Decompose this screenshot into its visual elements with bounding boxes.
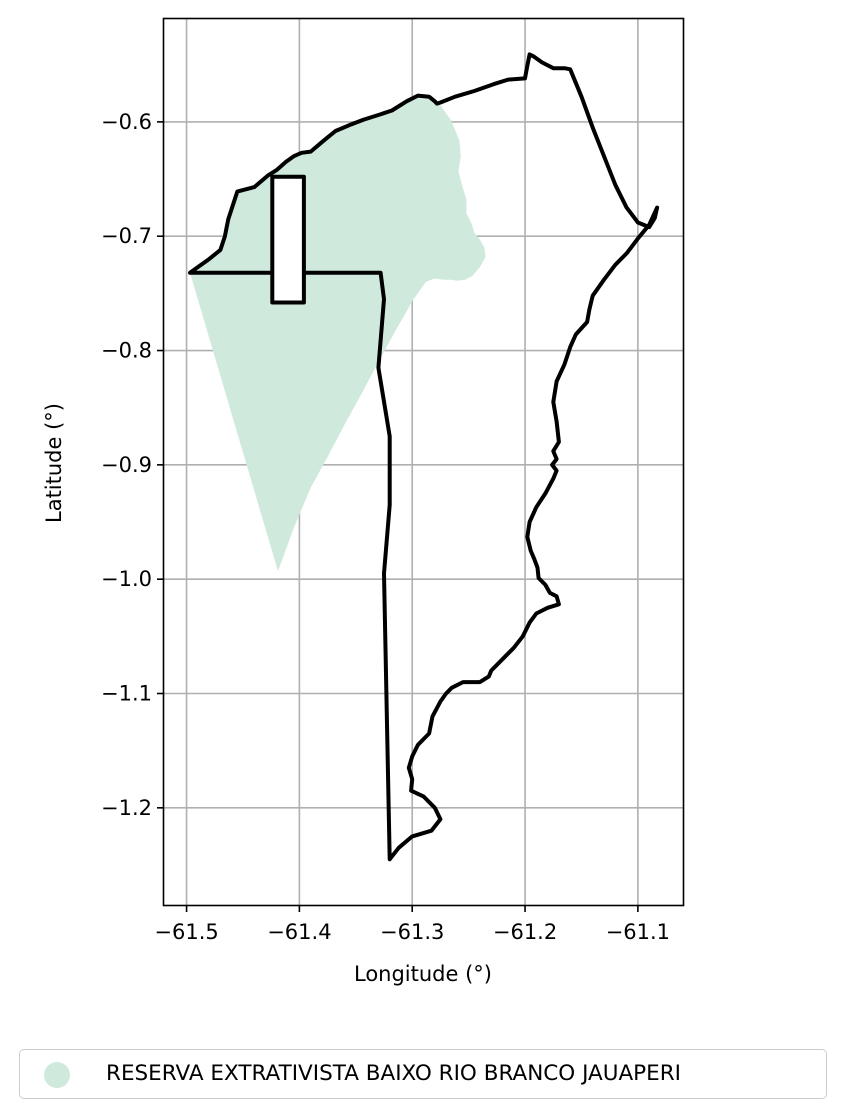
x-tick-label: −61.4 <box>267 920 331 944</box>
legend-marker-icon <box>44 1062 70 1088</box>
y-tick-label: −1.1 <box>101 682 152 706</box>
legend: RESERVA EXTRATIVISTA BAIXO RIO BRANCO JA… <box>19 1049 827 1099</box>
x-tick-label: −61.2 <box>493 920 557 944</box>
boundary-outline <box>188 52 660 862</box>
y-tick-label: −0.7 <box>101 224 152 248</box>
reserve-area <box>190 95 486 572</box>
x-axis-label: Longitude (°) <box>354 962 492 986</box>
y-tick-label: −0.9 <box>101 453 152 477</box>
plot-frame <box>162 17 685 907</box>
legend-label: RESERVA EXTRATIVISTA BAIXO RIO BRANCO JA… <box>106 1061 682 1086</box>
y-axis-ticks: −0.6 −0.7 −0.8 −0.9 −1.0 −1.1 −1.2 <box>101 110 164 820</box>
y-tick-label: −0.6 <box>101 110 152 134</box>
inner-boundary-rectangle <box>270 174 306 305</box>
map-layers <box>188 52 660 862</box>
x-axis-ticks: −61.5 −61.4 −61.3 −61.2 −61.1 <box>154 905 670 944</box>
x-tick-label: −61.3 <box>380 920 444 944</box>
map-chart: −61.5 −61.4 −61.3 −61.2 −61.1 −0.6−0.7−0.8−0… <box>42 17 685 986</box>
x-tick-label: −61.5 <box>154 920 218 944</box>
y-tick-label: −0.8 <box>101 339 152 363</box>
y-tick-label: −1.2 <box>101 796 152 820</box>
y-tick-label: −1.0 <box>101 567 152 591</box>
y-axis-label: Latitude (°) <box>42 403 66 523</box>
x-tick-label: −61.1 <box>606 920 670 944</box>
